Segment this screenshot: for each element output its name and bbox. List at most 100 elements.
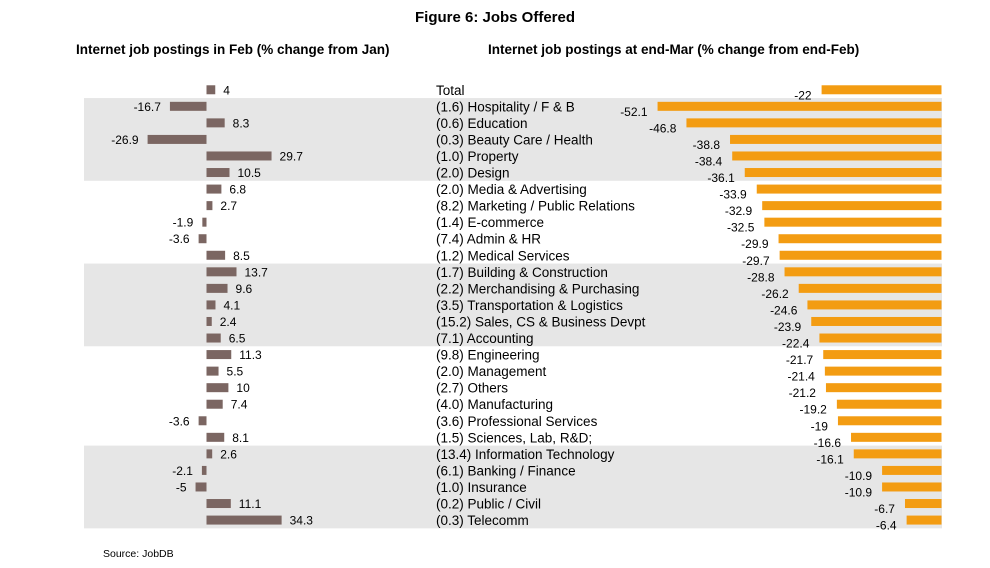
left-bar <box>206 250 226 260</box>
right-data-label: -33.9 <box>719 188 747 202</box>
left-bar <box>206 333 221 343</box>
category-label: (2.0) Management <box>436 364 547 379</box>
right-data-label: -22.4 <box>782 337 810 351</box>
category-label: (13.4) Information Technology <box>436 447 615 462</box>
category-label: (7.4) Admin & HR <box>436 232 541 247</box>
left-data-label: -3.6 <box>169 232 190 246</box>
right-data-label: -28.8 <box>747 270 775 284</box>
category-label: (1.6) Hospitality / F & B <box>436 99 575 114</box>
left-bar <box>206 499 231 509</box>
left-bar <box>206 168 230 178</box>
right-bar <box>686 118 942 128</box>
left-data-label: 11.3 <box>239 348 262 362</box>
source-note: Source: JobDB <box>103 548 174 560</box>
category-label: (7.1) Accounting <box>436 331 534 346</box>
left-bar <box>201 465 207 475</box>
category-label: (0.6) Education <box>436 116 528 131</box>
right-bar <box>807 300 942 310</box>
left-bar <box>202 217 207 227</box>
right-data-label: -26.2 <box>761 287 789 301</box>
left-data-label: -3.6 <box>169 414 190 428</box>
left-bar <box>206 118 225 128</box>
left-bar <box>206 85 216 95</box>
right-data-label: -36.1 <box>707 171 735 185</box>
left-data-label: -26.9 <box>111 133 139 147</box>
right-bar <box>823 350 942 360</box>
left-bar <box>169 101 207 111</box>
left-data-label: 8.1 <box>232 431 249 445</box>
right-bar <box>784 267 942 277</box>
category-label: (3.6) Professional Services <box>436 414 598 429</box>
right-bar <box>756 184 942 194</box>
left-bar <box>206 283 228 293</box>
left-bar <box>206 432 225 442</box>
right-data-label: -29.9 <box>741 237 769 251</box>
category-label: Total <box>436 83 465 98</box>
right-bar <box>779 250 942 260</box>
right-data-label: -32.5 <box>727 221 755 235</box>
right-data-label: -10.9 <box>845 485 873 499</box>
category-label: (1.2) Medical Services <box>436 248 570 263</box>
right-bar <box>851 432 942 442</box>
right-bar <box>836 399 942 409</box>
right-data-label: -38.4 <box>695 154 723 168</box>
right-data-label: -46.8 <box>649 121 677 135</box>
left-data-label: 8.5 <box>233 249 250 263</box>
left-data-label: 2.6 <box>220 447 237 461</box>
left-data-label: -5 <box>176 480 187 494</box>
right-bar <box>778 234 942 244</box>
right-bar <box>657 101 942 111</box>
left-data-label: 5.5 <box>227 365 244 379</box>
right-bar <box>853 449 942 459</box>
left-chart-subtitle: Internet job postings in Feb (% change f… <box>76 42 390 57</box>
right-data-label: -6.4 <box>876 519 897 533</box>
category-label: (1.0) Insurance <box>436 480 527 495</box>
row-band <box>84 263 942 347</box>
row-band <box>84 445 942 529</box>
left-data-label: 6.5 <box>229 332 246 346</box>
right-data-label: -19.2 <box>800 403 828 417</box>
right-bar <box>730 134 942 144</box>
category-label: (0.3) Telecomm <box>436 513 529 528</box>
left-bar <box>147 134 207 144</box>
right-data-label: -16.1 <box>816 452 844 466</box>
left-data-label: -16.7 <box>134 100 162 114</box>
left-bar <box>206 366 219 376</box>
right-bar <box>825 383 942 393</box>
left-data-label: 34.3 <box>290 514 314 528</box>
left-bar <box>198 416 207 426</box>
right-data-label: -21.4 <box>788 370 816 384</box>
category-label: (2.2) Merchandising & Purchasing <box>436 281 639 296</box>
left-bar <box>206 184 222 194</box>
right-bar <box>764 217 942 227</box>
category-label: (0.2) Public / Civil <box>436 497 541 512</box>
left-data-label: 2.4 <box>220 315 237 329</box>
category-label: (1.5) Sciences, Lab, R&D; <box>436 430 592 445</box>
right-data-label: -21.2 <box>789 386 817 400</box>
left-data-label: 2.7 <box>220 199 237 213</box>
left-data-label: -1.9 <box>173 216 194 230</box>
left-data-label: 10 <box>236 381 250 395</box>
left-bar <box>206 383 229 393</box>
left-bar <box>206 350 232 360</box>
right-bar <box>882 465 942 475</box>
category-label: (1.7) Building & Construction <box>436 265 608 280</box>
category-label: (8.2) Marketing / Public Relations <box>436 199 635 214</box>
category-label: (9.8) Engineering <box>436 348 540 363</box>
right-bar <box>837 416 942 426</box>
left-data-label: 8.3 <box>233 116 250 130</box>
right-bar <box>824 366 942 376</box>
right-data-label: -32.9 <box>725 204 753 218</box>
left-data-label: 10.5 <box>237 166 261 180</box>
right-bar <box>904 499 942 509</box>
right-data-label: -21.7 <box>786 353 814 367</box>
category-label: (1.0) Property <box>436 149 519 164</box>
category-label: (0.3) Beauty Care / Health <box>436 132 593 147</box>
left-bar <box>206 515 282 525</box>
category-label: (6.1) Banking / Finance <box>436 463 576 478</box>
right-data-label: -19 <box>811 419 829 433</box>
left-data-label: 29.7 <box>280 149 304 163</box>
right-bar <box>882 482 942 492</box>
category-label: (4.0) Manufacturing <box>436 397 553 412</box>
